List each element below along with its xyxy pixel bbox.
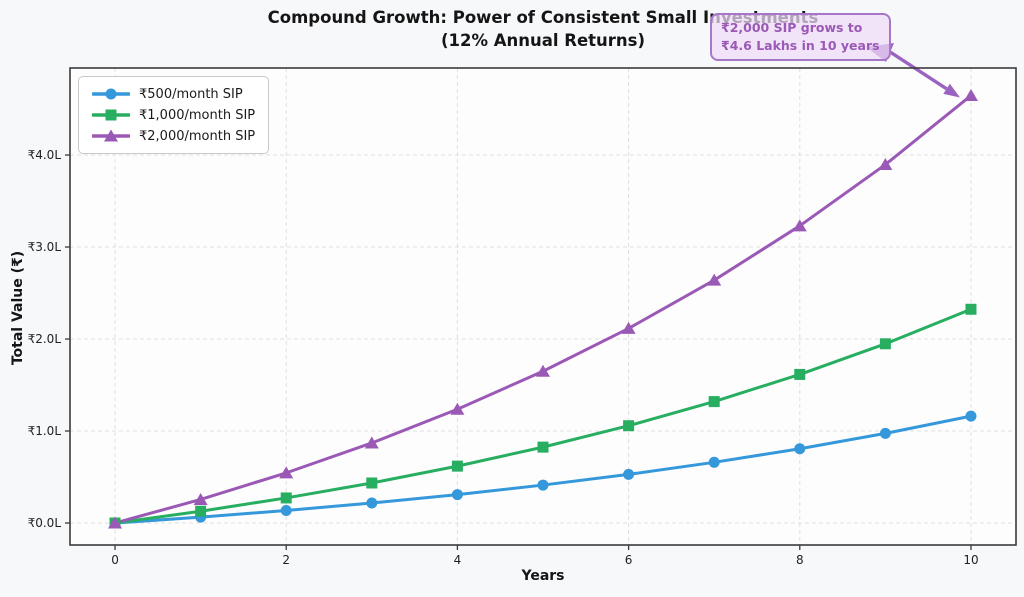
- data-point-triangle: [108, 516, 123, 529]
- data-point-circle: [280, 504, 292, 516]
- y-axis-label: Total Value (₹): [10, 250, 26, 366]
- x-axis-label: Years: [521, 568, 565, 584]
- data-point-triangle: [279, 466, 294, 479]
- data-point-square: [965, 303, 977, 315]
- data-point-square: [537, 441, 549, 453]
- legend-item: ₹1,000/month SIP: [92, 107, 255, 123]
- y-tick-label: ₹3.0L: [28, 240, 62, 254]
- annotation-line2: ₹4.6 Lakhs in 10 years: [721, 38, 880, 54]
- legend-label: ₹1,000/month SIP: [139, 107, 256, 123]
- data-point-circle: [708, 456, 720, 468]
- legend: ₹500/month SIP ₹1,000/month SIP ₹2,000/mon…: [78, 76, 270, 154]
- x-tick-label: 0: [111, 553, 119, 567]
- data-point-triangle: [364, 436, 379, 449]
- y-tick-label: ₹4.0L: [28, 148, 62, 162]
- data-point-triangle: [878, 158, 893, 171]
- data-point-triangle: [963, 89, 978, 102]
- y-tick-label: ₹0.0L: [28, 516, 62, 530]
- chart-title-line2: (12% Annual Returns): [440, 31, 646, 50]
- data-point-square: [195, 505, 207, 517]
- plot-border: [69, 67, 1017, 546]
- data-point-triangle: [621, 321, 636, 334]
- annotation-line1: ₹2,000 SIP grows to: [721, 20, 863, 35]
- data-point-circle: [965, 410, 977, 422]
- legend-item: ₹500/month SIP: [92, 86, 255, 102]
- legend-label: ₹2,000/month SIP: [139, 128, 256, 144]
- annotation-arrowhead: [943, 83, 960, 98]
- data-point-square: [708, 396, 720, 408]
- legend-item: ₹2,000/month SIP: [92, 128, 255, 144]
- data-point-triangle: [450, 402, 465, 415]
- legend-triangle-marker-icon: [92, 129, 130, 142]
- legend-circle-marker-icon: [92, 88, 130, 100]
- data-point-triangle: [193, 492, 208, 505]
- data-point-square: [623, 420, 635, 432]
- data-point-circle: [879, 427, 891, 439]
- x-tick-label: 2: [282, 553, 290, 567]
- data-point-square: [879, 338, 891, 350]
- data-point-triangle: [536, 364, 550, 377]
- data-point-circle: [451, 489, 463, 501]
- annotation-callout: ₹2,000 SIP grows to ₹4.6 Lakhs in 10 yea…: [710, 13, 891, 62]
- legend-square-marker-icon: [92, 109, 130, 121]
- data-point-square: [794, 368, 806, 380]
- data-point-triangle: [707, 273, 722, 286]
- x-tick-label: 4: [454, 553, 462, 567]
- chart-title-line1: Compound Growth: Power of Consistent Sma…: [267, 8, 819, 27]
- data-point-triangle: [792, 219, 807, 232]
- chart-title: Compound Growth: Power of Consistent Sma…: [211, 6, 875, 52]
- data-point-circle: [623, 468, 635, 480]
- legend-label: ₹500/month SIP: [139, 86, 243, 102]
- x-tick-label: 6: [625, 553, 633, 567]
- data-point-square: [366, 477, 378, 489]
- data-point-square: [280, 492, 292, 504]
- x-tick-label: 8: [796, 553, 804, 567]
- data-point-square: [451, 460, 463, 472]
- data-point-circle: [366, 497, 378, 509]
- y-tick-label: ₹2.0L: [28, 332, 62, 346]
- data-point-circle: [537, 479, 549, 491]
- data-point-circle: [794, 443, 806, 455]
- x-tick-label: 10: [963, 553, 978, 567]
- y-tick-label: ₹1.0L: [28, 424, 62, 438]
